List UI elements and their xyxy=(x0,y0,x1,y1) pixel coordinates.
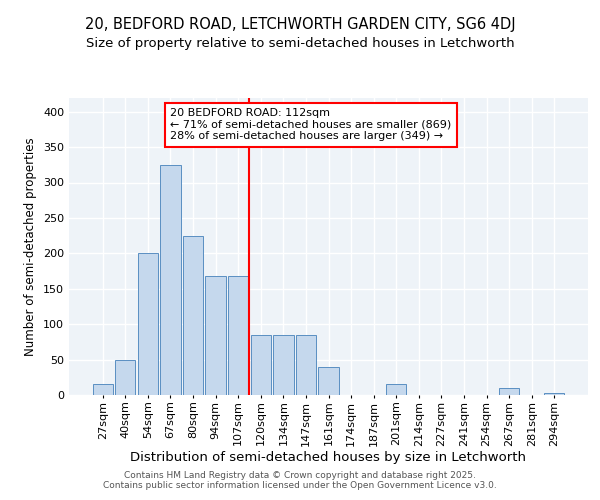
Text: Contains HM Land Registry data © Crown copyright and database right 2025.
Contai: Contains HM Land Registry data © Crown c… xyxy=(103,470,497,490)
Bar xyxy=(499,388,519,395)
Text: 20 BEDFORD ROAD: 112sqm
← 71% of semi-detached houses are smaller (869)
28% of s: 20 BEDFORD ROAD: 112sqm ← 71% of semi-de… xyxy=(170,108,452,142)
Bar xyxy=(92,384,113,395)
Bar xyxy=(296,335,316,395)
Bar xyxy=(183,236,203,395)
X-axis label: Distribution of semi-detached houses by size in Letchworth: Distribution of semi-detached houses by … xyxy=(131,451,527,464)
Bar xyxy=(386,384,406,395)
Bar xyxy=(115,360,136,395)
Bar xyxy=(138,254,158,395)
Bar xyxy=(273,335,293,395)
Bar xyxy=(251,335,271,395)
Y-axis label: Number of semi-detached properties: Number of semi-detached properties xyxy=(25,137,37,356)
Bar xyxy=(205,276,226,395)
Bar xyxy=(228,276,248,395)
Bar xyxy=(544,393,565,395)
Bar xyxy=(319,366,338,395)
Bar xyxy=(160,165,181,395)
Text: Size of property relative to semi-detached houses in Letchworth: Size of property relative to semi-detach… xyxy=(86,38,514,51)
Text: 20, BEDFORD ROAD, LETCHWORTH GARDEN CITY, SG6 4DJ: 20, BEDFORD ROAD, LETCHWORTH GARDEN CITY… xyxy=(85,18,515,32)
